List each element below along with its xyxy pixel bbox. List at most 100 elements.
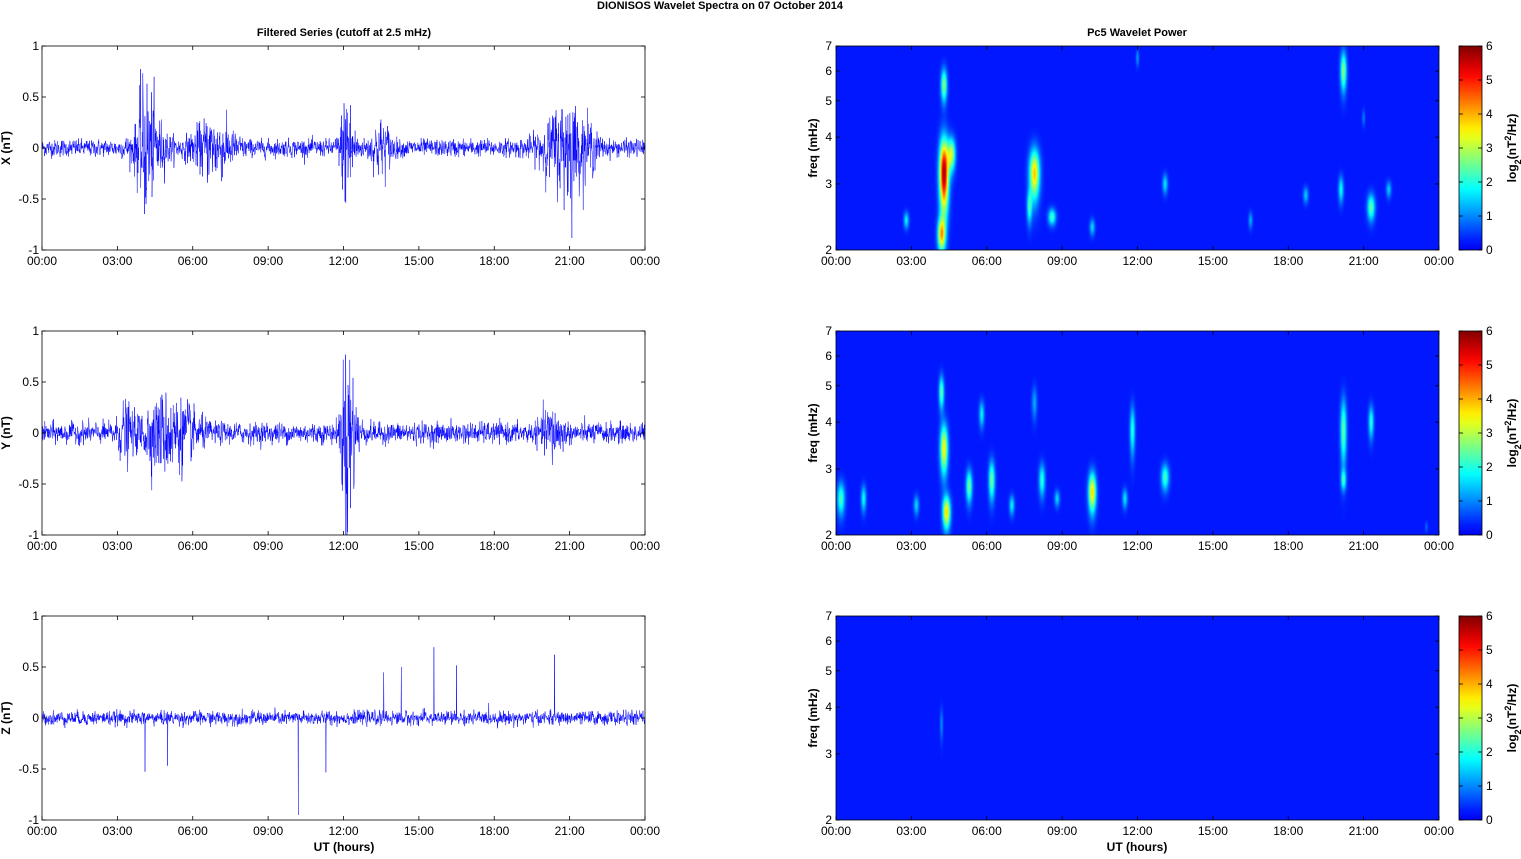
wavelet-z-xtick-label: 06:00: [972, 824, 1002, 838]
wavelet-y-ytick-label: 6: [825, 349, 832, 363]
wavelet-y-ytick-label: 2: [825, 528, 832, 542]
wavelet-x-xtick-label: 21:00: [1349, 254, 1379, 268]
time-series-z-xtick-label: 18:00: [479, 824, 509, 838]
wavelet-x-ytick-label: 5: [825, 94, 832, 108]
wavelet-x-colorbar-tick-label: 6: [1486, 39, 1493, 53]
time-series-z-xtick-label: 06:00: [178, 824, 208, 838]
time-series-x-ytick-label: -0.5: [18, 192, 39, 206]
wavelet-z-xtick-label: 15:00: [1198, 824, 1228, 838]
wavelet-y-xtick-label: 00:00: [821, 539, 851, 553]
wavelet-x-colorbar-tick-label: 4: [1486, 107, 1493, 121]
time-series-y-xtick-label: 21:00: [555, 539, 585, 553]
time-series-x-xtick-label: 03:00: [102, 254, 132, 268]
time-series-x-xtick-label: 09:00: [253, 254, 283, 268]
time-series-y-xtick-label: 06:00: [178, 539, 208, 553]
time-series-z-ytick-label: 0: [32, 711, 39, 725]
wavelet-y-ytick-label: 3: [825, 462, 832, 476]
panels: -1 -0.5 0 0.5 1 00:00 03:00 06:00 09:00 12:00 15:0…: [0, 39, 1521, 838]
wavelet-x-ytick-label: 6: [825, 64, 832, 78]
wavelet-z-xtick-label: 09:00: [1047, 824, 1077, 838]
wavelet-x-ylabel: freq (mHz): [806, 118, 820, 177]
time-series-y-xtick-label: 09:00: [253, 539, 283, 553]
wavelet-y-colorbar-tick-label: 4: [1486, 392, 1493, 406]
time-series-z-series-line: [42, 647, 645, 816]
wavelet-x-heatmap-image: [836, 46, 1439, 250]
right-column-title: Pc5 Wavelet Power: [1087, 27, 1188, 39]
time-series-x-ytick-label: -1: [28, 243, 39, 257]
wavelet-x-colorbar-tick-label: 3: [1486, 141, 1493, 155]
time-series-y-xtick-label: 00:00: [630, 539, 660, 553]
wavelet-x-xtick-label: 03:00: [896, 254, 926, 268]
time-series-y-ytick-label: 1: [32, 324, 39, 338]
wavelet-y-colorbar-tick-label: 5: [1486, 358, 1493, 372]
time-series-y-ytick-label: -0.5: [18, 477, 39, 491]
wavelet-y-xtick-label: 00:00: [1424, 539, 1454, 553]
wavelet-z-colorbar-tick-label: 3: [1486, 711, 1493, 725]
time-series-x-xtick-label: 12:00: [328, 254, 358, 268]
wavelet-y-xtick-label: 09:00: [1047, 539, 1077, 553]
time-series-z-xtick-label: 21:00: [555, 824, 585, 838]
time-series-z-ytick-label: -0.5: [18, 762, 39, 776]
wavelet-z-colorbar-tick-label: 2: [1486, 745, 1493, 759]
wavelet-y-xtick-label: 03:00: [896, 539, 926, 553]
wavelet-y-ytick-label: 5: [825, 379, 832, 393]
time-series-x-ylabel: X (nT): [0, 131, 13, 165]
time-series-y-series-line: [42, 354, 645, 535]
wavelet-z-heatmap-image: [836, 616, 1439, 820]
time-series-x-ytick-label: 0.5: [22, 90, 39, 104]
time-series-z-xtick-label: 00:00: [630, 824, 660, 838]
time-series-y-xtick-label: 03:00: [102, 539, 132, 553]
wavelet-z-ytick-label: 6: [825, 634, 832, 648]
time-series-z-xtick-label: 12:00: [328, 824, 358, 838]
wavelet-y-xtick-label: 18:00: [1273, 539, 1303, 553]
wavelet-x-xtick-label: 18:00: [1273, 254, 1303, 268]
figure-title: DIONISOS Wavelet Spectra on 07 October 2…: [597, 0, 844, 12]
time-series-y-ylabel: Y (nT): [0, 416, 13, 450]
time-series-z: -1 -0.5 0 0.5 1 00:00 03:00 06:00 09:00 12:00 15:0…: [0, 609, 660, 838]
wavelet-z-ytick-label: 2: [825, 813, 832, 827]
time-series-z-ytick-label: 1: [32, 609, 39, 623]
wavelet-x-colorbar-tick-label: 0: [1486, 243, 1493, 257]
wavelet-x-colorbar-label: log2(nT2/Hz): [1503, 114, 1521, 183]
time-series-z-xtick-label: 00:00: [27, 824, 57, 838]
wavelet-y-xtick-label: 06:00: [972, 539, 1002, 553]
wavelet-z: 2 3 4 5 6 7 00:00 03:00 06:00 09:00 12:00 15:00 18:0…: [806, 609, 1521, 838]
wavelet-y-xtick-label: 21:00: [1349, 539, 1379, 553]
time-series-y-xtick-label: 18:00: [479, 539, 509, 553]
time-series-x: -1 -0.5 0 0.5 1 00:00 03:00 06:00 09:00 12:00 15:0…: [0, 39, 660, 268]
wavelet-z-xtick-label: 03:00: [896, 824, 926, 838]
time-series-x-xtick-label: 18:00: [479, 254, 509, 268]
wavelet-z-colorbar-label: log2(nT2/Hz): [1503, 684, 1521, 753]
wavelet-z-colorbar-tick-label: 6: [1486, 609, 1493, 623]
time-series-y-xtick-label: 15:00: [404, 539, 434, 553]
time-series-y-ytick-label: 0: [32, 426, 39, 440]
time-series-y-ytick-label: 0.5: [22, 375, 39, 389]
wavelet-z-ylabel: freq (mHz): [806, 688, 820, 747]
wavelet-x-xtick-label: 00:00: [1424, 254, 1454, 268]
time-series-x-ytick-label: 0: [32, 141, 39, 155]
wavelet-y-colorbar-tick-label: 6: [1486, 324, 1493, 338]
wavelet-y-ytick-label: 7: [825, 324, 832, 338]
wavelet-y-colorbar-tick-label: 1: [1486, 494, 1493, 508]
time-series-z-ytick-label: 0.5: [22, 660, 39, 674]
wavelet-z-xtick-label: 00:00: [821, 824, 851, 838]
wavelet-z-xtick-label: 21:00: [1349, 824, 1379, 838]
time-series-x-xtick-label: 00:00: [27, 254, 57, 268]
time-series-y-xtick-label: 00:00: [27, 539, 57, 553]
wavelet-z-ytick-label: 4: [825, 700, 832, 714]
time-series-x-series-line: [42, 68, 645, 239]
wavelet-y-xtick-label: 15:00: [1198, 539, 1228, 553]
time-series-z-xtick-label: 15:00: [404, 824, 434, 838]
wavelet-z-ytick-label: 3: [825, 747, 832, 761]
wavelet-x-ytick-label: 7: [825, 39, 832, 53]
wavelet-x-ytick-label: 3: [825, 177, 832, 191]
wavelet-x-colorbar-tick-label: 2: [1486, 175, 1493, 189]
right-xlabel: UT (hours): [1107, 840, 1168, 854]
wavelet-y-colorbar-label: log2(nT2/Hz): [1503, 399, 1521, 468]
time-series-z-ylabel: Z (nT): [0, 701, 13, 734]
wavelet-z-ytick-label: 5: [825, 664, 832, 678]
wavelet-y-ytick-label: 4: [825, 415, 832, 429]
wavelet-z-xtick-label: 12:00: [1122, 824, 1152, 838]
